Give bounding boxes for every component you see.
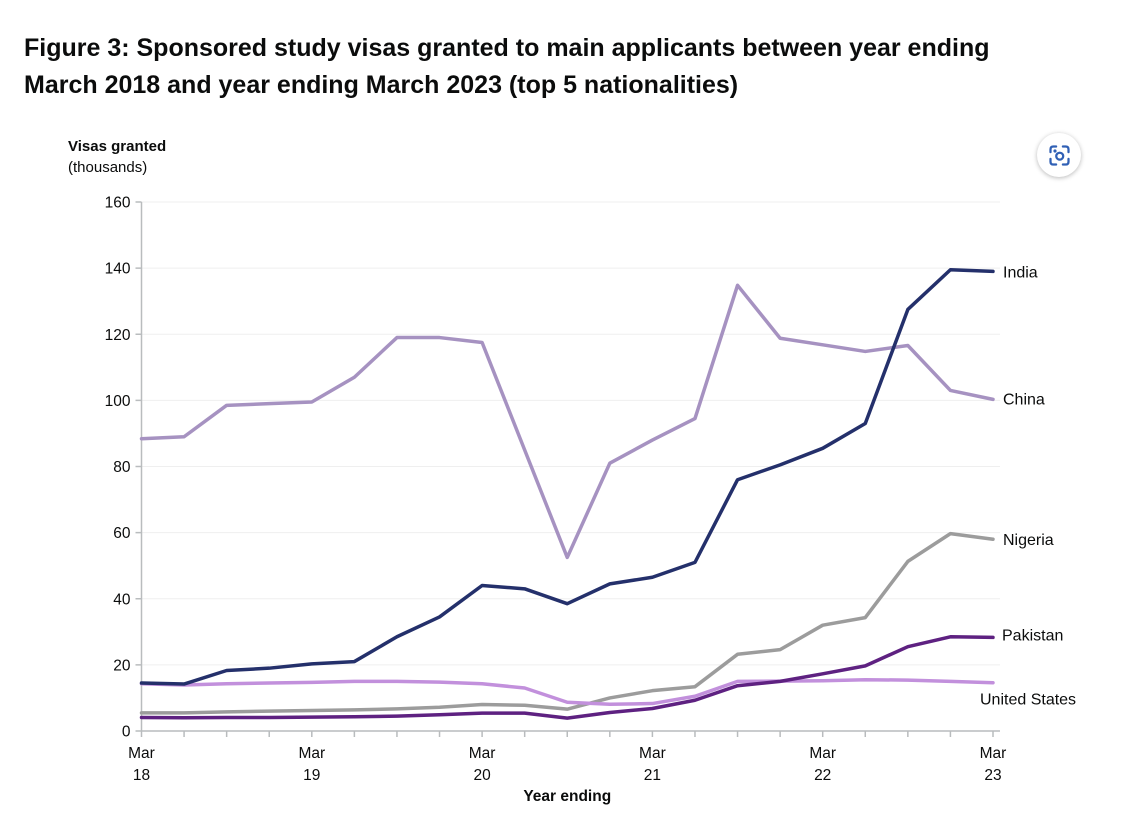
y-axis-title-units: (thousands) [68, 159, 148, 176]
y-tick-label-20: 20 [113, 657, 131, 674]
x-tick-label-year: 21 [644, 767, 661, 784]
y-tick-label-140: 140 [105, 261, 131, 278]
series-label-india: India [1003, 264, 1038, 281]
screenshot-camera-icon [1048, 144, 1070, 166]
y-tick-label-100: 100 [105, 393, 131, 410]
x-tick-label-month: Mar [298, 745, 325, 762]
y-tick-label-160: 160 [105, 195, 131, 212]
series-line-india [139, 268, 995, 686]
series-label-united-states: United States [980, 692, 1076, 709]
y-axis-title-main: Visas granted [68, 138, 167, 155]
x-tick-label-year: 20 [473, 767, 491, 784]
y-axis-title: Visas granted (thousands) [68, 136, 166, 178]
y-tick-label-60: 60 [113, 525, 131, 542]
x-tick-label-month: Mar [469, 745, 496, 762]
figure-title-line1: Figure 3: Sponsored study visas granted … [24, 34, 990, 62]
x-tick-label-month: Mar [128, 745, 155, 762]
series-line-nigeria [139, 531, 995, 715]
series-label-china: China [1003, 391, 1045, 408]
y-tick-label-80: 80 [113, 459, 131, 476]
y-tick-label-0: 0 [122, 724, 131, 741]
x-tick-label-month: Mar [809, 745, 836, 762]
series-label-pakistan: Pakistan [1002, 627, 1063, 644]
series-line-pakistan [139, 635, 995, 720]
x-tick-label-month: Mar [980, 745, 1007, 762]
figure-title-line2: March 2018 and year ending March 2023 (t… [24, 71, 739, 99]
y-tick-label-40: 40 [113, 591, 131, 608]
x-tick-label-year: 22 [814, 767, 831, 784]
x-tick-label-year: 19 [303, 767, 320, 784]
y-tick-label-120: 120 [105, 327, 131, 344]
camera-button[interactable] [1037, 133, 1081, 177]
series-line-united-states [139, 678, 995, 706]
series-line-china [139, 283, 995, 560]
x-tick-label-year: 23 [984, 767, 1001, 784]
x-axis-title: Year ending [523, 788, 611, 805]
series-label-nigeria: Nigeria [1003, 532, 1054, 549]
x-tick-label-year: 18 [133, 767, 150, 784]
x-tick-label-month: Mar [639, 745, 666, 762]
figure-title: Figure 3: Sponsored study visas granted … [24, 30, 1024, 104]
